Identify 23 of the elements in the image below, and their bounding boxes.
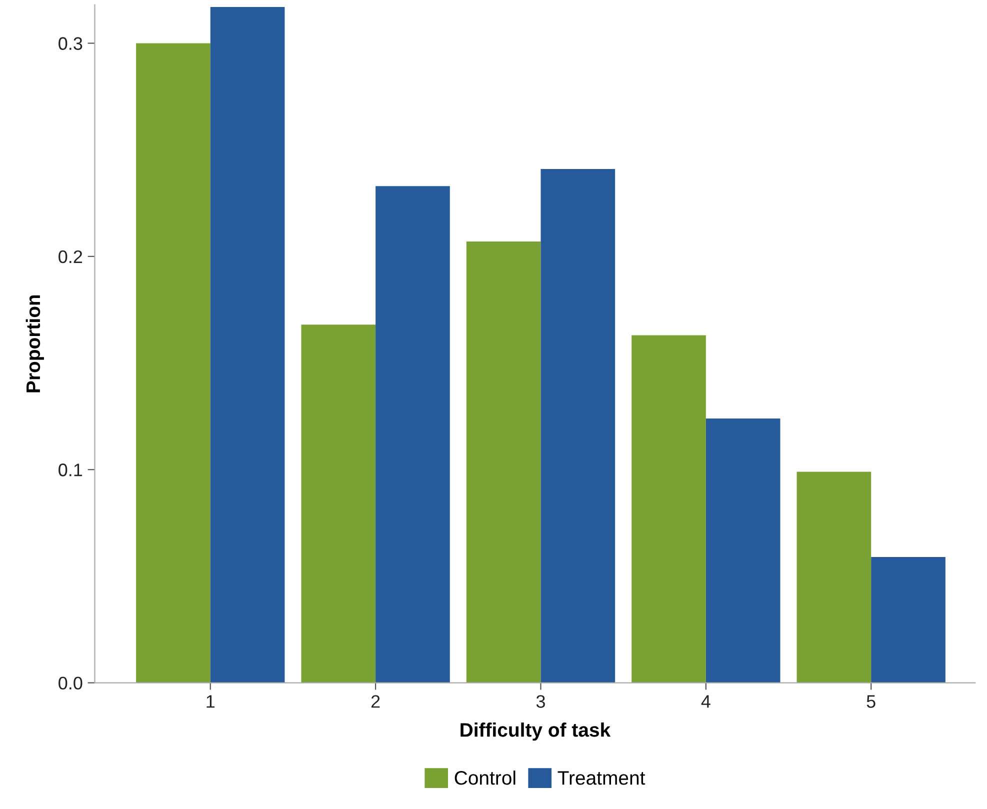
legend-label: Treatment bbox=[558, 771, 646, 785]
y-tick-label: 0.3 bbox=[58, 37, 82, 50]
bar bbox=[466, 241, 541, 683]
x-axis-title: Difficulty of task bbox=[460, 722, 611, 741]
bar bbox=[540, 169, 616, 683]
y-tick-label: 0.1 bbox=[58, 464, 82, 476]
bar bbox=[210, 6, 285, 683]
bar bbox=[706, 418, 780, 683]
y-tick-label: 0.0 bbox=[58, 676, 82, 690]
bar bbox=[632, 335, 706, 683]
bar bbox=[136, 43, 210, 683]
bar bbox=[301, 324, 376, 683]
y-tick-label: 0.2 bbox=[58, 250, 82, 264]
x-tick-label: 4 bbox=[701, 695, 710, 708]
bar bbox=[376, 186, 450, 683]
x-tick-label: 3 bbox=[536, 695, 545, 708]
y-axis-title: Proportion bbox=[26, 295, 44, 392]
bar bbox=[871, 557, 946, 683]
bar bbox=[796, 472, 872, 683]
x-tick-label: 5 bbox=[866, 695, 876, 708]
legend-label: Control bbox=[454, 770, 516, 785]
x-tick-label: 2 bbox=[371, 695, 380, 708]
x-tick-label: 1 bbox=[206, 695, 215, 708]
